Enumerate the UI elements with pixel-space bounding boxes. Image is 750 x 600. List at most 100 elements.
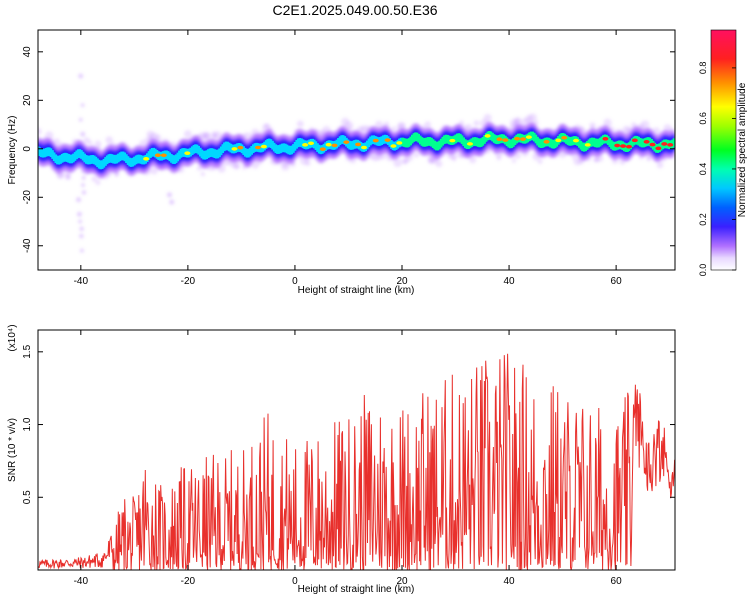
heatmap-core xyxy=(43,148,46,158)
heatmap-core xyxy=(536,136,539,146)
heatmap-speckle xyxy=(95,179,101,186)
heatmap-core xyxy=(268,138,271,148)
heatmap-hotspot xyxy=(543,140,550,144)
heatmap-core xyxy=(412,133,416,142)
heatmap-core xyxy=(478,138,482,148)
heatmap-core xyxy=(317,144,321,154)
heatmap-core xyxy=(359,141,363,151)
heatmap-core xyxy=(274,144,278,154)
heatmap-core xyxy=(117,153,120,163)
spectrogram-heatmap xyxy=(38,73,675,253)
heatmap-core xyxy=(99,160,103,170)
heatmap-core xyxy=(533,132,536,142)
heatmap-core xyxy=(481,136,485,146)
heatmap-hotspot xyxy=(620,144,627,148)
heatmap-hotspot xyxy=(649,142,656,147)
heatmap-core xyxy=(197,145,200,155)
heatmap-speckle xyxy=(196,165,202,171)
heatmap-core xyxy=(109,153,112,163)
heatmap-core xyxy=(107,154,111,163)
heatmap-core xyxy=(553,139,557,149)
spectrogram-panel: -40 -20 0 20 40 60 -40 -20 0 20 40 Height of stra… xyxy=(7,29,676,296)
heatmap-core xyxy=(648,137,652,147)
y-tick-label: 1.0 xyxy=(22,417,33,431)
heatmap-core xyxy=(73,152,77,161)
heatmap-speckle xyxy=(78,73,84,79)
heatmap-core xyxy=(292,144,295,153)
heatmap-hotspot xyxy=(614,143,621,148)
heatmap-core xyxy=(118,152,122,162)
heatmap-core xyxy=(68,154,72,164)
heatmap-core xyxy=(223,142,226,152)
y-tick-label: 1.5 xyxy=(22,344,33,358)
heatmap-hotspot xyxy=(360,145,367,150)
heatmap-hotspot xyxy=(343,140,350,144)
heatmap-core xyxy=(70,154,74,164)
heatmap-core xyxy=(409,136,412,146)
heatmap-core xyxy=(401,137,404,147)
heatmap-core xyxy=(126,156,130,165)
snr-y-multiplier: (x10⁴) xyxy=(7,324,18,351)
heatmap-core xyxy=(136,154,139,164)
heatmap-core xyxy=(316,143,319,152)
heatmap-speckle xyxy=(154,134,162,142)
heatmap-core xyxy=(659,141,663,151)
heatmap-core xyxy=(89,155,93,164)
heatmap-core xyxy=(390,140,393,149)
heatmap-core xyxy=(298,137,302,147)
heatmap-speckle xyxy=(450,152,458,160)
heatmap-core xyxy=(123,152,127,162)
x-tick-label: 40 xyxy=(503,576,515,587)
heatmap-core xyxy=(112,154,115,164)
heatmap-core xyxy=(346,139,350,149)
heatmap-core xyxy=(210,148,213,157)
heatmap-core xyxy=(94,156,98,166)
y-tick-label: 40 xyxy=(22,46,33,58)
heatmap-hotspot xyxy=(572,138,579,143)
colorbar-tick-label: 0.6 xyxy=(698,112,708,125)
heatmap-core xyxy=(279,144,282,154)
snr-y-ticks: 0.5 1.0 1.5 xyxy=(22,344,675,504)
heatmap-speckle xyxy=(483,114,492,123)
heatmap-core xyxy=(170,154,173,163)
heatmap-core xyxy=(62,153,66,162)
snr-panel: -40 -20 0 20 40 60 0.5 1.0 1.5 Height of straig… xyxy=(7,324,676,595)
heatmap-hotspot xyxy=(561,135,568,140)
heatmap-core xyxy=(435,141,438,151)
heatmap-hotspot xyxy=(237,145,244,150)
heatmap-core xyxy=(290,145,294,155)
heatmap-core xyxy=(531,131,535,141)
heatmap-core xyxy=(597,138,600,148)
heatmap-speckle xyxy=(213,131,222,140)
y-tick-label: 0 xyxy=(22,146,33,152)
heatmap-core xyxy=(253,143,257,152)
heatmap-core xyxy=(457,133,461,142)
heatmap-core xyxy=(505,137,509,147)
spectrogram-x-ticks: -40 -20 0 20 40 60 xyxy=(74,30,622,287)
heatmap-core xyxy=(54,154,58,164)
heatmap-core xyxy=(139,155,143,164)
heatmap-core xyxy=(56,155,59,165)
heatmap-hotspot xyxy=(384,138,391,142)
x-tick-label: -40 xyxy=(74,276,89,287)
heatmap-core xyxy=(351,140,355,150)
heatmap-core xyxy=(226,141,229,151)
heatmap-core xyxy=(218,148,221,158)
heatmap-core xyxy=(215,149,218,159)
heatmap-core xyxy=(428,137,432,146)
heatmap-core xyxy=(49,148,53,158)
heatmap-core xyxy=(166,151,170,160)
heatmap-core xyxy=(152,147,156,157)
heatmap-core xyxy=(404,138,408,148)
heatmap-speckle xyxy=(45,131,54,140)
heatmap-core xyxy=(104,157,107,166)
heatmap-speckle xyxy=(79,233,84,239)
heatmap-core xyxy=(221,144,225,153)
heatmap-speckle xyxy=(183,130,192,139)
heatmap-core xyxy=(552,139,555,149)
heatmap-core xyxy=(285,144,289,154)
heatmap-speckle xyxy=(94,140,102,148)
heatmap-core xyxy=(524,134,528,144)
heatmap-speckle xyxy=(139,139,147,147)
heatmap-core xyxy=(96,158,99,168)
